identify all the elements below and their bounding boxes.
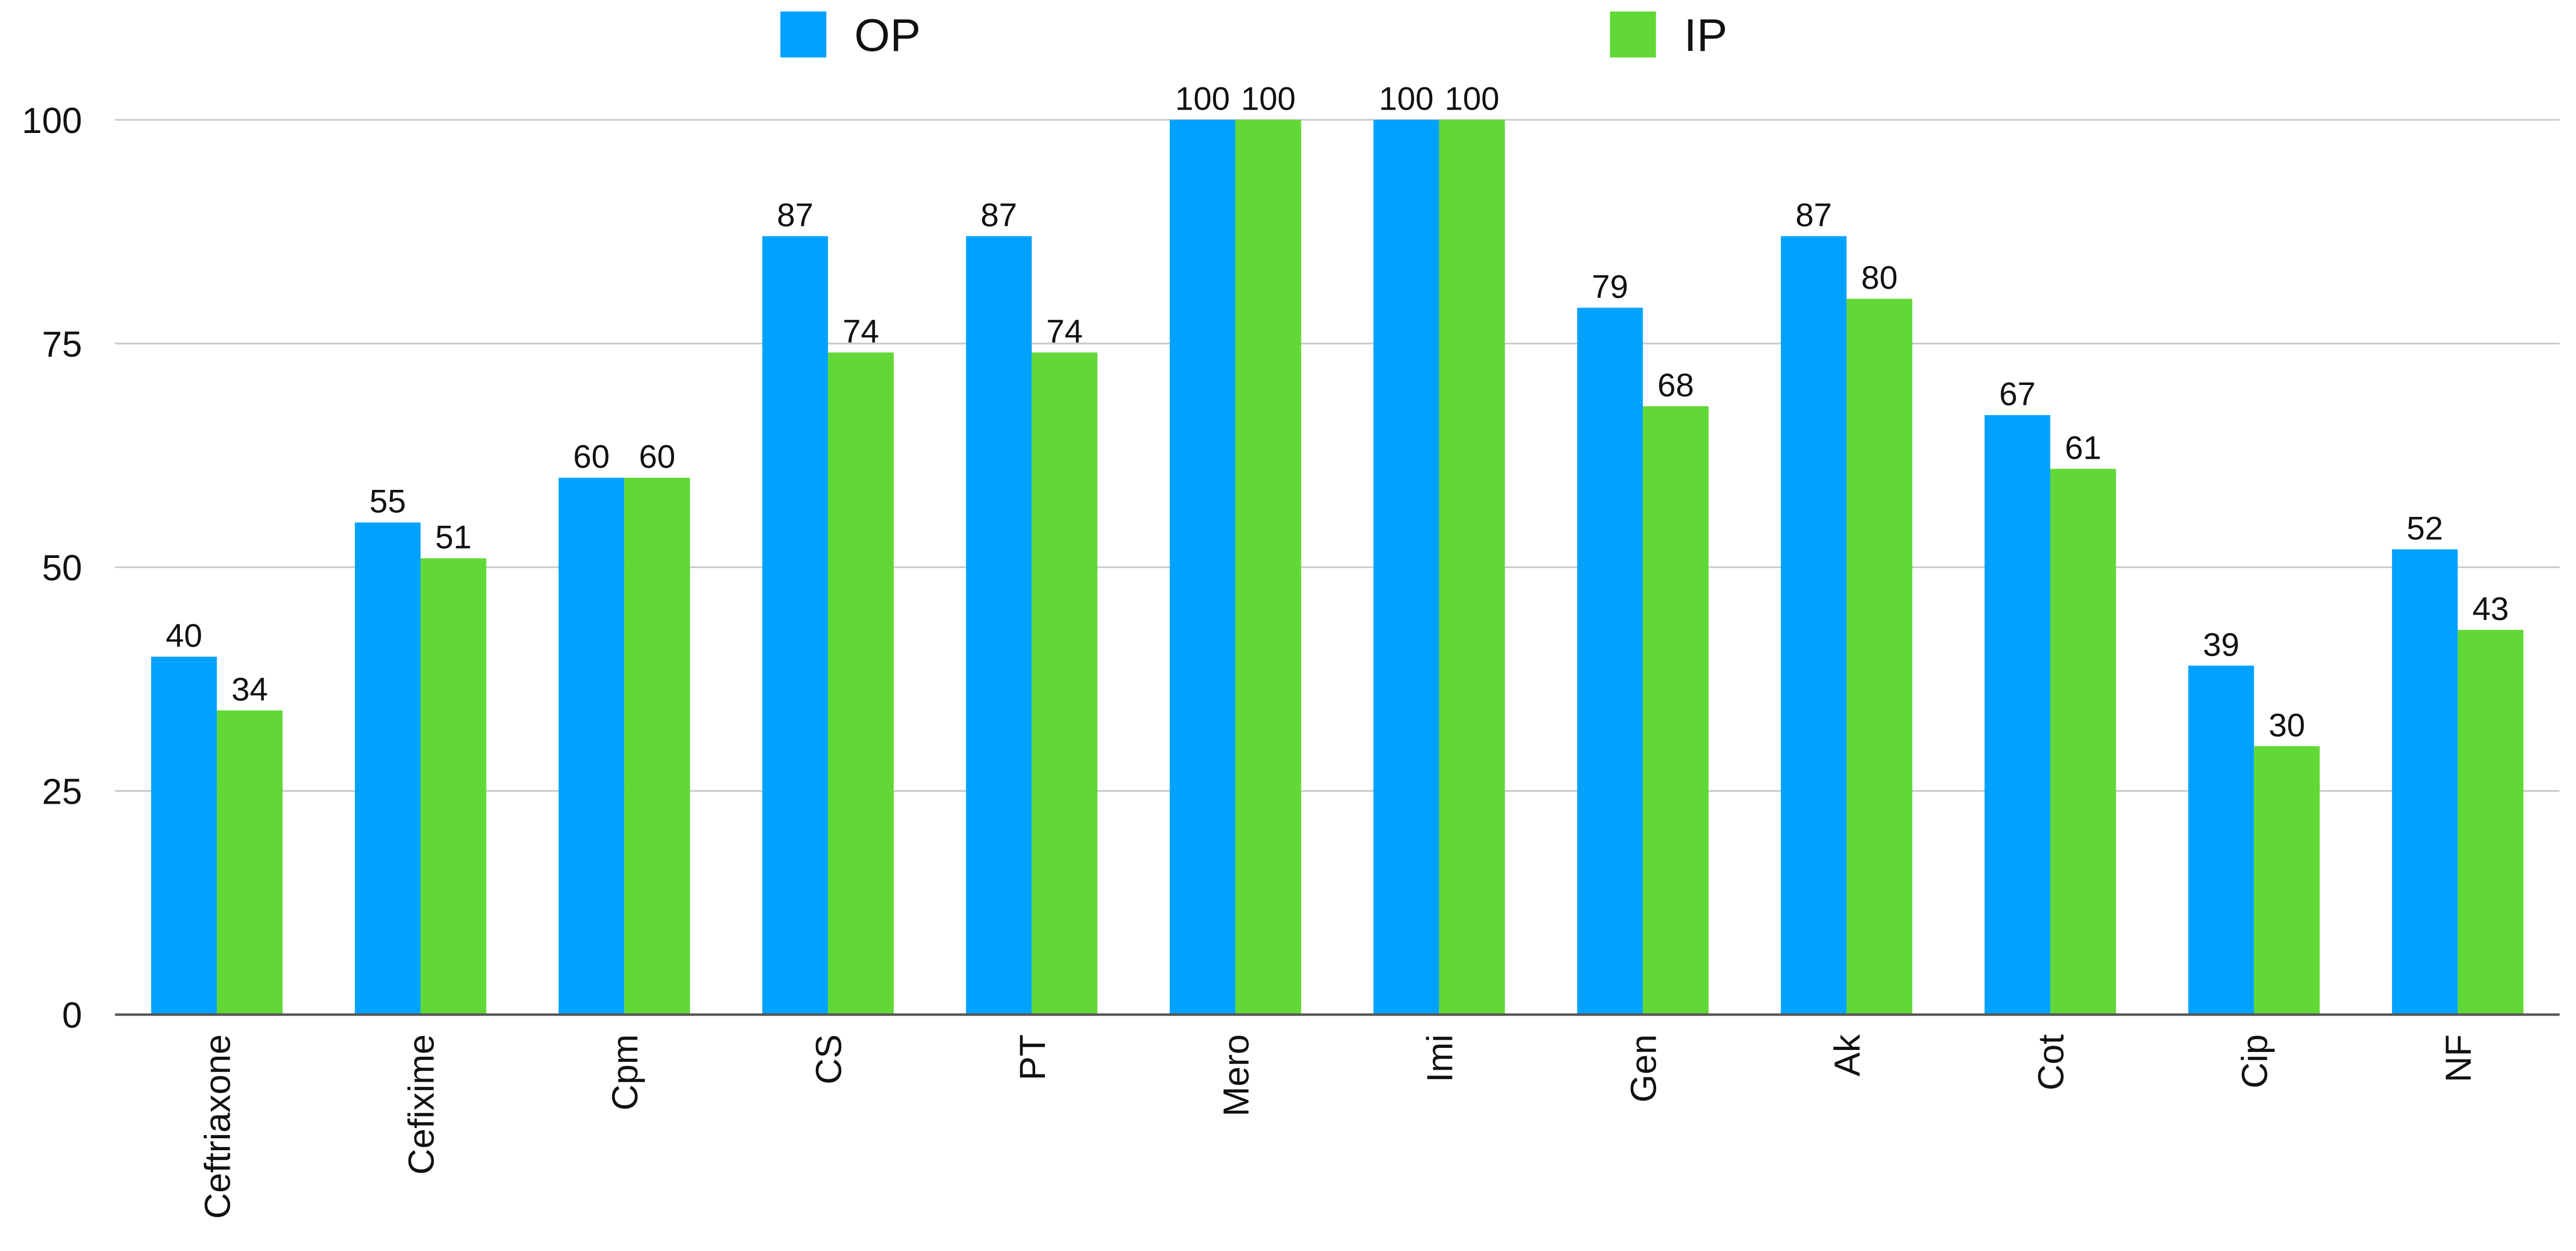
bar xyxy=(762,236,828,1015)
value-label: 79 xyxy=(1592,269,1628,305)
legend-label: OP xyxy=(854,9,921,61)
value-label: 80 xyxy=(1861,260,1897,296)
value-label: 87 xyxy=(1795,197,1832,234)
bar xyxy=(828,352,894,1015)
y-tick-label: 25 xyxy=(42,771,82,812)
bar xyxy=(624,477,690,1015)
x-tick-label: CS xyxy=(809,1034,849,1085)
value-label: 30 xyxy=(2268,707,2305,743)
value-label: 87 xyxy=(777,197,813,234)
y-tick-label: 0 xyxy=(62,995,82,1035)
bar xyxy=(1169,119,1236,1015)
value-label: 61 xyxy=(2065,430,2101,466)
x-tick-label: Cip xyxy=(2235,1034,2275,1088)
legend-swatch xyxy=(1610,11,1656,58)
value-label: 60 xyxy=(573,439,610,475)
x-tick-label: Cot xyxy=(2031,1034,2071,1090)
value-label: 100 xyxy=(1379,81,1433,117)
x-tick-label: Cpm xyxy=(605,1034,645,1111)
value-label: 74 xyxy=(1046,314,1082,350)
bar xyxy=(354,522,421,1015)
x-tick-label: Mero xyxy=(1216,1034,1257,1116)
x-tick-label: NF xyxy=(2438,1034,2479,1083)
x-tick-label: Imi xyxy=(1420,1034,1460,1083)
bar xyxy=(420,558,486,1015)
x-tick-label: Ceftriaxone xyxy=(197,1034,238,1219)
value-label: 100 xyxy=(1175,81,1230,117)
value-label: 67 xyxy=(1999,376,2036,412)
y-tick-label: 75 xyxy=(42,324,82,365)
value-label: 52 xyxy=(2407,510,2443,547)
value-label: 68 xyxy=(1657,367,1694,404)
value-label: 51 xyxy=(435,520,471,556)
bar xyxy=(1846,299,1912,1015)
y-tick-label: 100 xyxy=(22,100,82,141)
bar xyxy=(1439,119,1505,1015)
bar xyxy=(2188,666,2254,1015)
value-label: 100 xyxy=(1241,81,1296,117)
x-tick-label: Gen xyxy=(1623,1034,1664,1102)
bar xyxy=(1373,119,1439,1015)
bar xyxy=(2050,469,2116,1015)
legend-swatch xyxy=(780,11,827,58)
value-label: 74 xyxy=(842,314,879,350)
x-tick-label: Cefixime xyxy=(401,1034,442,1175)
bar xyxy=(1643,406,1709,1015)
legend-label: IP xyxy=(1684,9,1727,61)
x-tick-label: Ak xyxy=(1827,1034,1868,1076)
bar xyxy=(558,477,625,1015)
bar xyxy=(2458,630,2524,1015)
bar xyxy=(1032,352,1098,1015)
bar xyxy=(2392,549,2458,1015)
value-label: 60 xyxy=(639,439,675,475)
bar xyxy=(1780,236,1847,1015)
bar xyxy=(1235,119,1301,1015)
value-label: 100 xyxy=(1445,81,1499,117)
x-tick-label: PT xyxy=(1012,1034,1053,1081)
bar xyxy=(151,657,217,1015)
value-label: 34 xyxy=(231,671,268,708)
bar xyxy=(966,236,1032,1015)
bar xyxy=(2254,746,2320,1015)
value-label: 40 xyxy=(166,618,202,654)
value-label: 39 xyxy=(2203,627,2239,663)
bar xyxy=(217,710,283,1015)
value-label: 43 xyxy=(2472,591,2508,627)
y-tick-label: 50 xyxy=(42,548,82,588)
bar xyxy=(1577,308,1643,1015)
bar xyxy=(1984,415,2051,1015)
value-label: 87 xyxy=(981,197,1017,234)
value-label: 55 xyxy=(369,484,406,520)
